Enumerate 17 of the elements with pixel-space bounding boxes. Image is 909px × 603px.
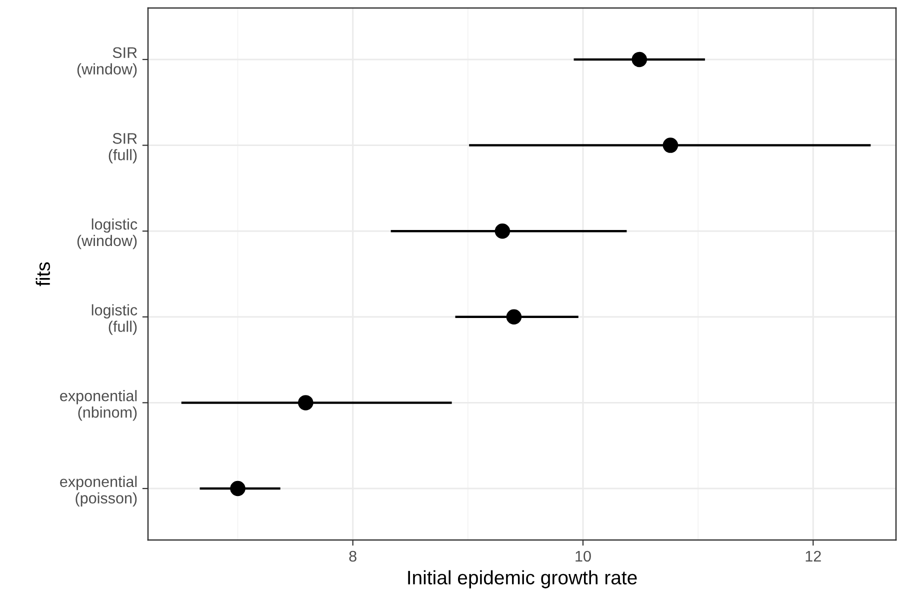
y-tick-label: exponential (nbinom) [60,390,137,421]
point [506,309,522,325]
y-tick-label: exponential (poisson) [60,476,137,507]
y-tick-label: SIR (full) [108,133,137,164]
point [662,138,678,153]
point [494,223,510,239]
y-tick-label: SIR (window) [77,47,137,78]
point [632,52,648,68]
x-axis-title: Initial epidemic growth rate [408,570,637,588]
x-tick-label: 12 [806,550,821,562]
x-tick-label: 10 [576,550,591,562]
x-tick-label: 8 [349,550,356,562]
y-tick-label: logistic (window) [77,218,138,250]
point [230,480,246,496]
y-tick-label: logistic (full) [92,304,138,335]
point [298,395,314,410]
y-axis-title: fits [36,262,50,286]
